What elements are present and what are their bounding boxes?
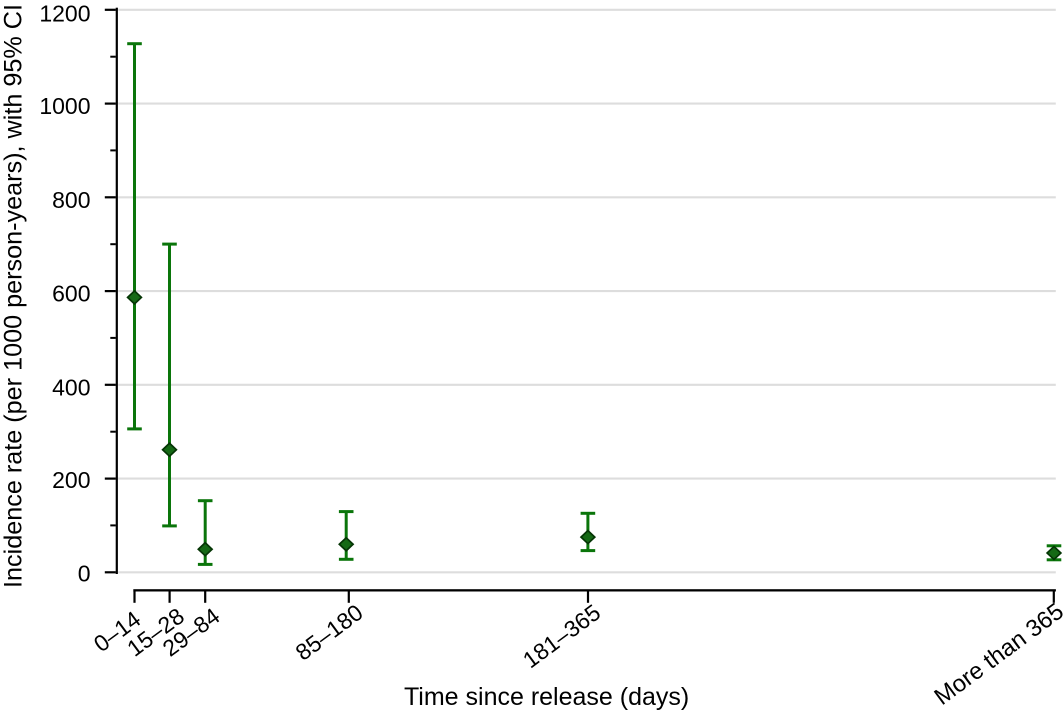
svg-text:181–365: 181–365 bbox=[518, 599, 605, 673]
svg-text:600: 600 bbox=[52, 281, 90, 307]
svg-text:0: 0 bbox=[78, 561, 91, 587]
svg-text:Time since release (days): Time since release (days) bbox=[404, 683, 689, 711]
svg-text:Incidence rate (per 1000 perso: Incidence rate (per 1000 person-years), … bbox=[0, 4, 28, 588]
svg-text:200: 200 bbox=[52, 467, 90, 493]
svg-text:800: 800 bbox=[52, 187, 90, 213]
svg-text:More than 365: More than 365 bbox=[929, 598, 1064, 711]
svg-text:1000: 1000 bbox=[39, 93, 90, 119]
svg-text:400: 400 bbox=[52, 374, 90, 400]
svg-text:1200: 1200 bbox=[39, 1, 90, 27]
svg-text:85–180: 85–180 bbox=[291, 599, 368, 666]
